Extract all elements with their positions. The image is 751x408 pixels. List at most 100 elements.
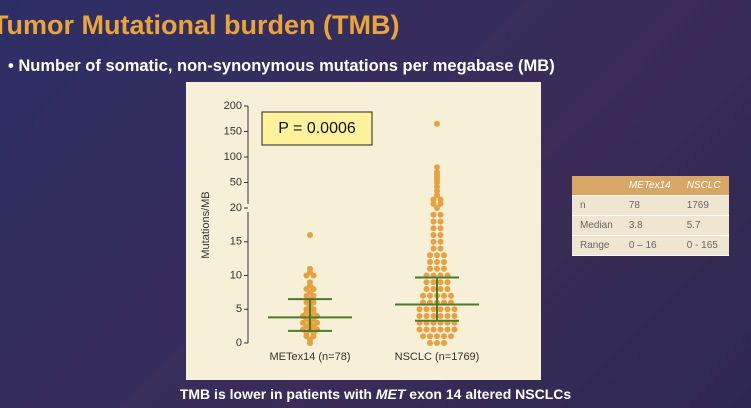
y-tick-label: 50 [230,176,242,188]
data-point [427,292,433,299]
data-point [434,183,440,190]
data-point [416,306,423,313]
data-point [423,313,430,319]
y-tick-label: 10 [230,269,242,281]
data-point [437,225,444,232]
data-point [307,279,313,286]
data-point [434,120,440,127]
cell: 78 [620,195,679,216]
data-point [437,196,444,203]
data-point [441,252,447,259]
data-point [420,333,426,340]
annotation: P = 0.0006 [278,120,356,137]
data-point [451,306,458,313]
y-tick-label: 100 [224,151,242,163]
footnote-text: exon 14 altered NSCLCs [405,386,572,402]
cell: 5.7 [678,215,729,236]
data-point [307,232,313,238]
cell: 0 – 16 [620,235,679,256]
header-cell: NSCLC [678,176,729,196]
cell: 1769 [678,195,729,216]
y-tick-label: 200 [224,100,242,112]
data-point [437,232,444,238]
data-point [434,164,440,171]
y-tick-label: 5 [236,303,242,315]
data-point [423,306,430,313]
data-point [441,292,447,299]
header-cell: METex14 [620,176,679,196]
data-point [427,265,433,272]
data-point [437,313,444,319]
data-point [427,259,433,265]
data-point [430,225,437,232]
cell: Range [572,235,621,256]
cell: 3.8 [620,215,679,236]
data-point [430,245,437,252]
data-point [444,279,451,286]
data-point [441,265,447,272]
data-point [430,313,437,319]
footnote-gene: MET [375,386,406,402]
data-point [430,306,437,313]
data-point [437,211,444,218]
data-point [437,279,444,286]
data-point [430,238,437,245]
data-point [434,252,440,259]
bullet: • Number of somatic, non-synonymous muta… [8,57,555,75]
data-point [430,200,437,207]
data-point [437,218,444,225]
x-tick-label: NSCLC (n=1769) [395,351,480,363]
data-point [430,232,437,238]
data-point [434,205,440,211]
data-point [416,326,423,333]
header-cell [572,176,621,196]
cell: Median [572,215,621,236]
data-point [427,333,433,340]
data-point [423,326,430,333]
data-point [434,169,440,176]
data-point [444,313,451,319]
data-point [434,333,440,340]
data-point [427,252,433,259]
data-point [434,340,440,346]
data-point [451,313,458,319]
data-point [307,265,313,272]
data-point [430,286,437,292]
data-point [434,265,440,272]
data-point [441,259,447,265]
data-point [430,196,437,203]
data-point [434,192,440,199]
data-point [434,259,440,265]
data-point [451,326,458,333]
y-tick-label: 150 [224,125,242,137]
data-point [423,279,430,286]
data-point [444,326,451,333]
y-axis-label: Mutations/MB [200,191,212,258]
data-point [423,286,430,292]
data-point [444,286,451,292]
data-point [448,292,454,299]
cell: 0 - 165 [678,235,729,256]
data-point [437,306,444,313]
data-point [434,188,440,194]
annotation-box [261,111,373,146]
data-point [430,211,437,218]
footnote: TMB is lower in patients with MET exon 1… [0,386,751,402]
data-point [444,306,451,313]
data-point [437,238,444,245]
data-point [448,333,454,340]
y-tick-label: 20 [230,202,242,214]
bullet-text: Number of somatic, non-synonymous mutati… [18,57,555,75]
data-point [430,326,437,333]
footnote-text: TMB is lower in patients with [179,386,376,402]
data-point [437,286,444,292]
y-tick-label: 15 [230,236,242,248]
data-point [430,218,437,225]
data-point [430,279,437,286]
data-point [420,292,426,299]
x-tick-label: METex14 (n=78) [269,351,350,363]
data-point [416,313,423,319]
data-point [441,333,447,340]
